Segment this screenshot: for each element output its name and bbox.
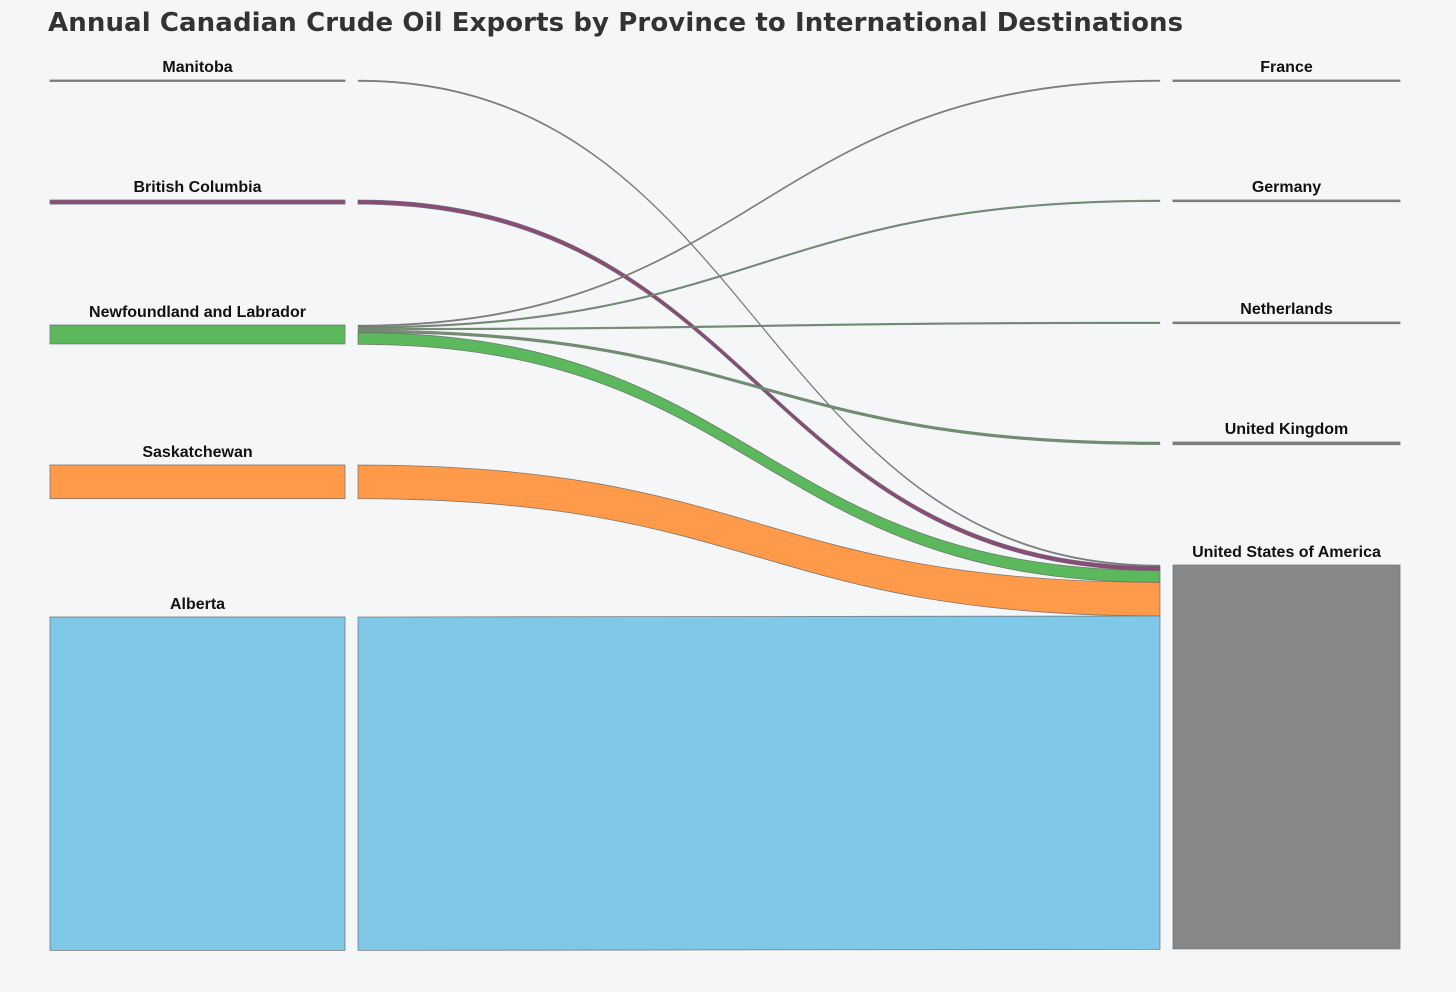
node-united-kingdom	[1172, 441, 1401, 446]
label-netherlands: Netherlands	[1240, 301, 1333, 318]
label-saskatchewan: Saskatchewan	[142, 444, 252, 461]
label-manitoba: Manitoba	[162, 59, 232, 76]
node-germany	[1172, 199, 1401, 203]
sankey-nodes	[49, 79, 1401, 951]
link-newfoundland-and-labrador-to-united-kingdom	[357, 329, 1161, 445]
node-manitoba	[49, 79, 346, 82]
node-france	[1172, 79, 1401, 82]
link-newfoundland-and-labrador-to-netherlands	[357, 321, 1161, 331]
sankey-labels: Manitoba British Columbia Newfoundland and…	[89, 59, 1381, 613]
link-newfoundland-and-labrador-to-germany	[357, 199, 1161, 329]
node-united-states-of-america	[1172, 564, 1401, 950]
node-alberta	[49, 616, 346, 951]
node-newfoundland-and-labrador	[49, 324, 346, 345]
sankey-links	[357, 79, 1161, 951]
link-british-columbia-to-united-states-of-america	[357, 199, 1161, 572]
node-saskatchewan	[49, 464, 346, 500]
node-netherlands	[1172, 321, 1401, 325]
chart-title: Annual Canadian Crude Oil Exports by Pro…	[48, 8, 1184, 38]
label-france: France	[1260, 59, 1313, 76]
link-newfoundland-and-labrador-to-france	[357, 79, 1161, 327]
label-united-kingdom: United Kingdom	[1225, 421, 1349, 438]
node-british-columbia	[49, 199, 346, 205]
label-germany: Germany	[1252, 179, 1321, 196]
label-british-columbia: British Columbia	[133, 179, 261, 196]
label-united-states-of-america: United States of America	[1192, 544, 1381, 561]
label-alberta: Alberta	[170, 596, 225, 613]
link-alberta-to-united-states-of-america	[357, 615, 1161, 951]
label-newfoundland-and-labrador: Newfoundland and Labrador	[89, 304, 306, 321]
link-saskatchewan-to-united-states-of-america	[357, 464, 1161, 617]
